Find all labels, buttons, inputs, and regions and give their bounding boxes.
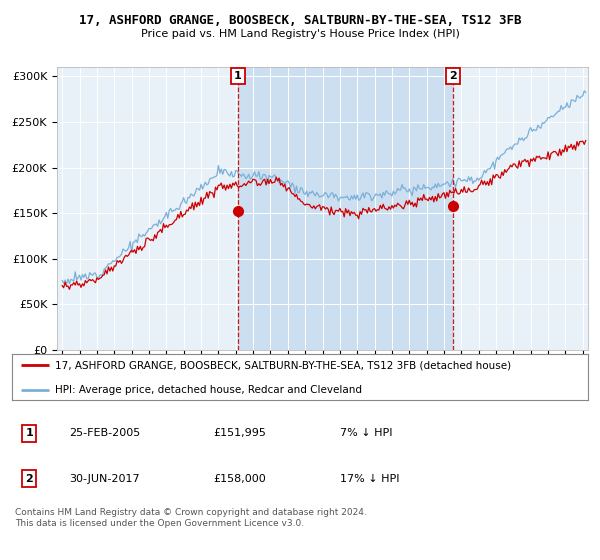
Text: 7% ↓ HPI: 7% ↓ HPI (340, 428, 393, 438)
Text: 17, ASHFORD GRANGE, BOOSBECK, SALTBURN-BY-THE-SEA, TS12 3FB (detached house): 17, ASHFORD GRANGE, BOOSBECK, SALTBURN-B… (55, 360, 511, 370)
Text: Price paid vs. HM Land Registry's House Price Index (HPI): Price paid vs. HM Land Registry's House … (140, 29, 460, 39)
Text: 2: 2 (449, 71, 457, 81)
Text: 30-JUN-2017: 30-JUN-2017 (70, 474, 140, 483)
Text: 1: 1 (234, 71, 242, 81)
Text: £158,000: £158,000 (214, 474, 266, 483)
Text: 2: 2 (25, 474, 33, 483)
Text: 17, ASHFORD GRANGE, BOOSBECK, SALTBURN-BY-THE-SEA, TS12 3FB: 17, ASHFORD GRANGE, BOOSBECK, SALTBURN-B… (79, 14, 521, 27)
Text: 25-FEB-2005: 25-FEB-2005 (70, 428, 141, 438)
Text: Contains HM Land Registry data © Crown copyright and database right 2024.
This d: Contains HM Land Registry data © Crown c… (15, 508, 367, 528)
Bar (238, 67, 452, 350)
Text: HPI: Average price, detached house, Redcar and Cleveland: HPI: Average price, detached house, Redc… (55, 385, 362, 395)
Text: 1: 1 (25, 428, 33, 438)
Text: 17% ↓ HPI: 17% ↓ HPI (340, 474, 400, 483)
Text: £151,995: £151,995 (214, 428, 266, 438)
